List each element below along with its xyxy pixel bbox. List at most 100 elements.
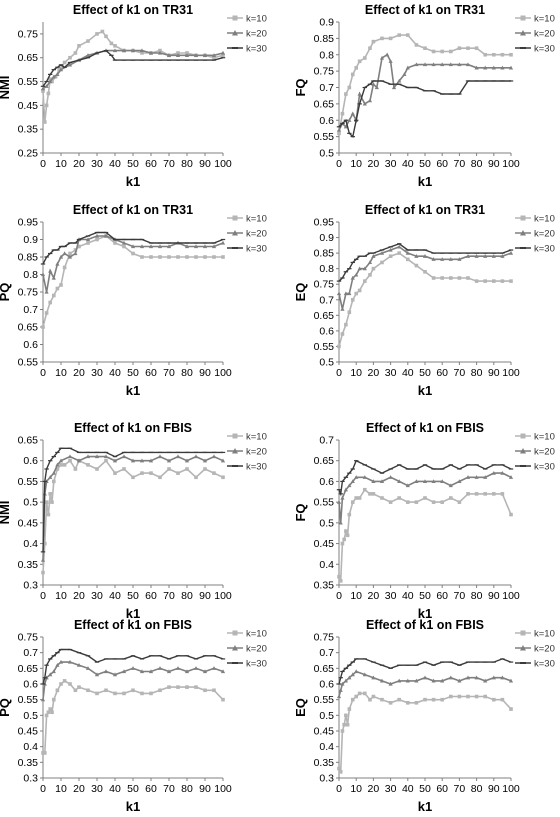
data-point (40, 86, 46, 91)
x-tick-label: 100 (502, 783, 520, 795)
data-point (86, 688, 90, 693)
data-point (474, 254, 479, 258)
data-point (367, 260, 373, 265)
data-point (51, 669, 56, 674)
data-point (483, 52, 487, 57)
data-point (62, 265, 67, 270)
data-point (406, 701, 410, 705)
data-point (380, 260, 384, 265)
data-point (77, 244, 81, 249)
data-point (185, 467, 189, 471)
data-point (175, 454, 181, 459)
data-point (57, 67, 61, 72)
legend-marker (232, 215, 238, 221)
legend-label: k=10 (534, 14, 555, 25)
data-point (340, 495, 345, 500)
x-tick-label: 40 (402, 158, 414, 170)
y-tick-label: 0.35 (18, 559, 39, 571)
y-tick-label: 0.9 (319, 17, 334, 29)
data-point (431, 697, 436, 702)
y-tick-label: 0.3 (319, 773, 334, 785)
data-point (343, 678, 348, 683)
data-point (357, 91, 362, 96)
data-point (362, 475, 367, 479)
y-tick-label: 0.5 (319, 517, 334, 529)
data-point (431, 49, 436, 54)
data-point (342, 722, 346, 727)
data-point (140, 691, 144, 696)
data-point (508, 250, 514, 255)
data-point (212, 471, 216, 475)
x-tick-label: 80 (181, 783, 193, 795)
data-point (466, 492, 470, 496)
y-axis-label: NMI (0, 76, 12, 100)
x-tick-label: 60 (436, 158, 448, 170)
y-tick-label: 0.55 (314, 131, 335, 143)
data-point (371, 694, 376, 699)
data-point (357, 496, 362, 500)
data-point (363, 56, 367, 60)
data-point (397, 244, 402, 249)
x-tick-label: 0 (40, 158, 46, 170)
x-tick-label: 40 (402, 367, 414, 379)
x-tick-label: 50 (419, 158, 431, 170)
data-point (449, 496, 453, 500)
chart-panel-7: Effect of k1 on FBIS 0.3 0.35 0.4 0.45 0.5 0.5… (0, 618, 267, 814)
x-tick-label: 70 (454, 783, 466, 795)
data-point (104, 688, 108, 693)
data-point (77, 44, 81, 48)
data-point (53, 74, 58, 79)
data-point (414, 62, 419, 67)
data-point (103, 454, 109, 459)
y-tick-label: 0.9 (23, 234, 38, 246)
legend-entry: k=20 (515, 644, 555, 655)
data-point (338, 688, 343, 692)
series-line (42, 30, 224, 123)
data-point (374, 85, 379, 90)
y-tick-label: 0.85 (314, 33, 335, 45)
data-point (508, 65, 514, 70)
data-point (385, 52, 390, 57)
data-point (113, 691, 117, 696)
x-tick-label: 70 (163, 590, 175, 602)
data-point (350, 500, 355, 504)
data-point (340, 306, 345, 311)
x-tick-label: 0 (40, 367, 46, 379)
legend-label: k=20 (534, 644, 555, 655)
data-point (338, 579, 343, 583)
data-point (211, 244, 217, 249)
data-point (357, 288, 362, 293)
data-point (221, 475, 225, 480)
y-tick-label: 0.55 (314, 341, 335, 353)
data-point (500, 697, 505, 702)
x-tick-label: 50 (127, 783, 139, 795)
x-tick-label: 20 (73, 367, 85, 379)
series-k-30 (336, 243, 514, 282)
data-point (220, 458, 226, 463)
data-point (483, 678, 488, 683)
data-point (371, 254, 376, 258)
x-tick-label: 50 (419, 367, 431, 379)
data-point (184, 458, 190, 463)
y-tick-label: 0.75 (18, 28, 39, 40)
legend-entry: k=30 (227, 44, 267, 55)
legend-label: k=10 (534, 214, 555, 225)
data-point (193, 244, 199, 249)
x-tick-label: 80 (471, 158, 483, 170)
y-tick-label: 0.7 (319, 435, 334, 447)
x-tick-label: 20 (368, 783, 380, 795)
y-tick-label: 0.45 (18, 100, 39, 112)
data-point (347, 675, 352, 680)
data-point (347, 291, 352, 296)
data-point (431, 678, 436, 683)
data-point (347, 707, 352, 711)
data-point (94, 233, 100, 238)
legend-label: k=30 (246, 244, 267, 255)
x-tick-label: 60 (436, 590, 448, 602)
data-point (380, 36, 384, 41)
data-point (50, 710, 54, 714)
chart-panel-2: Effect of k1 on TR31 0.5 0.55 0.6 0.65 0.7 0.7… (293, 3, 555, 189)
series-k-20 (336, 669, 514, 699)
data-point (44, 713, 49, 718)
data-point (167, 255, 171, 259)
